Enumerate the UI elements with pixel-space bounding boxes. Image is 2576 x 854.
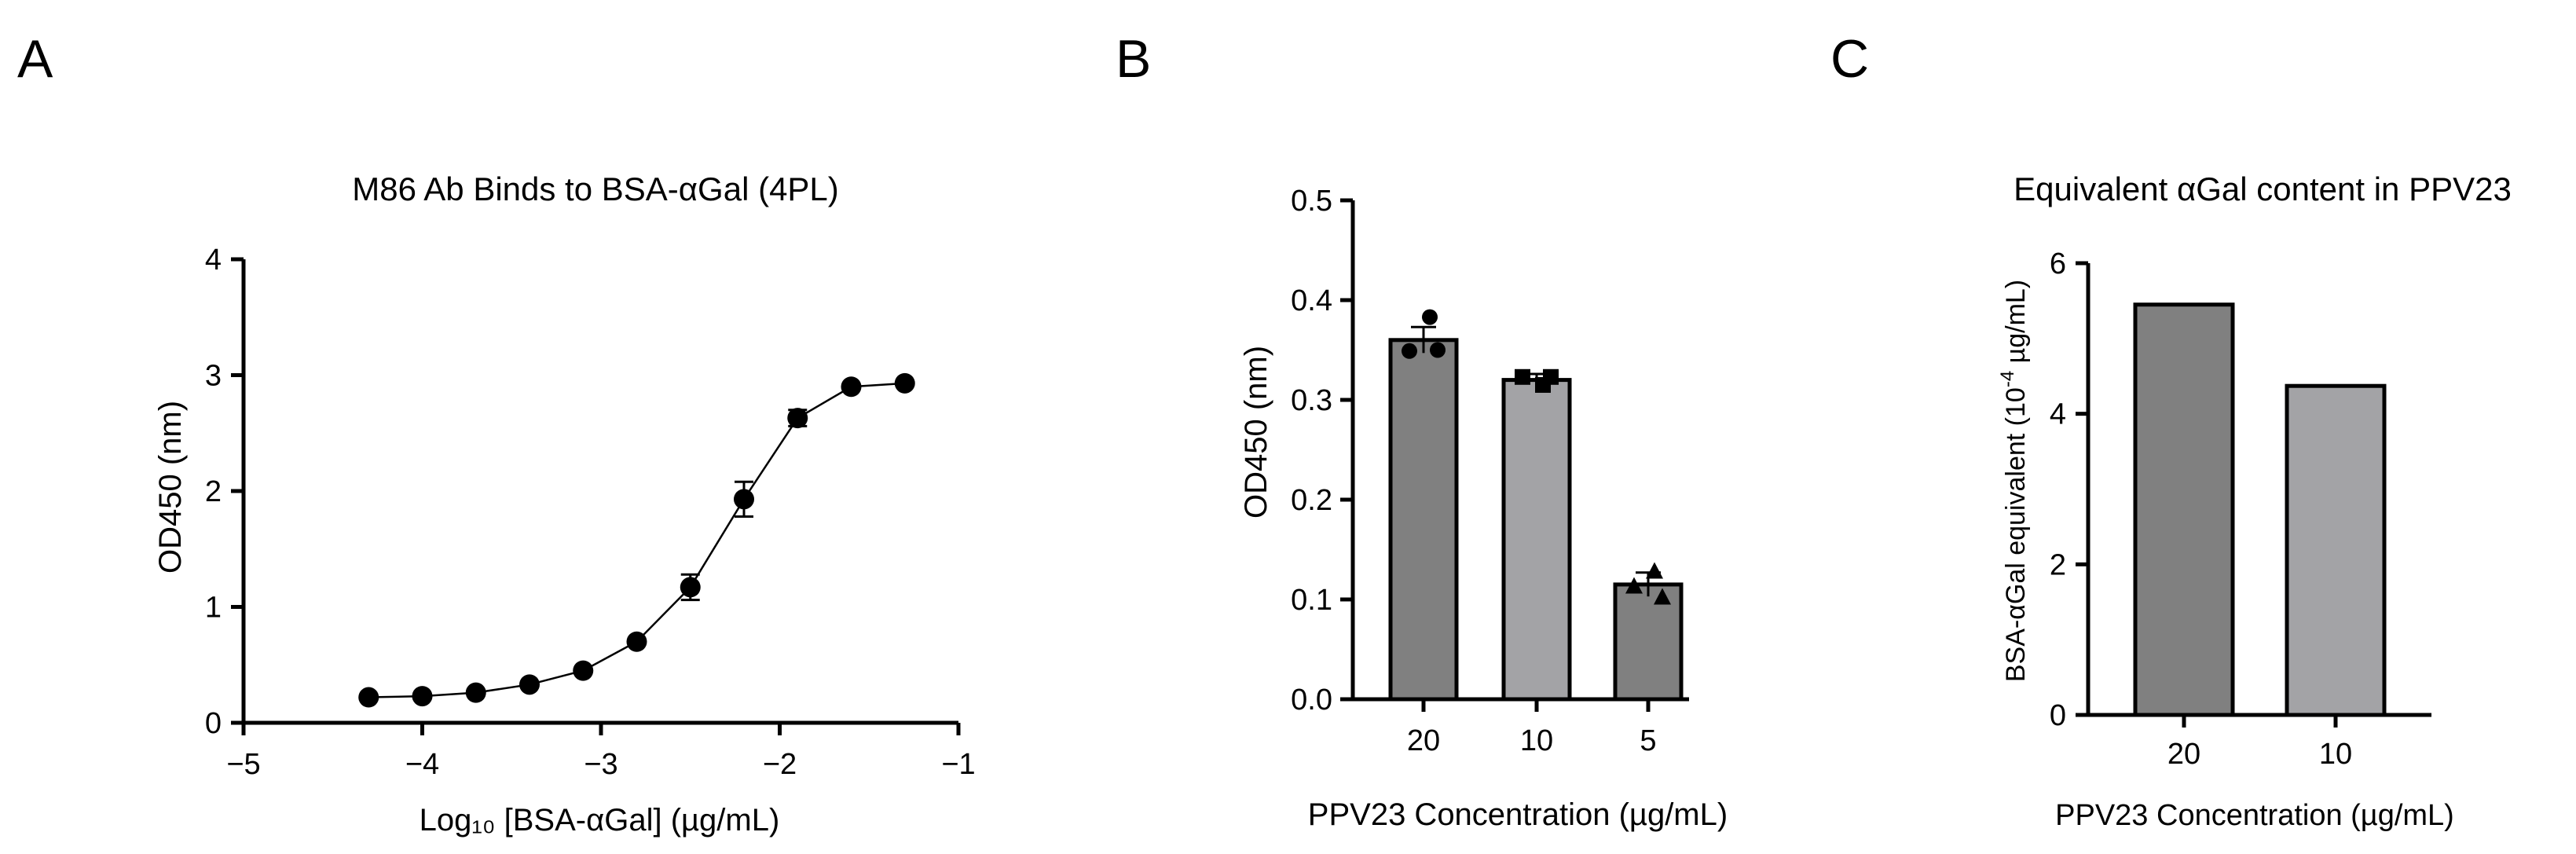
chart-a-x-label: Log₁₀ [BSA-αGal] (µg/mL) xyxy=(420,803,780,838)
chart-b-point-circle xyxy=(1422,309,1438,325)
chart-a-data-point xyxy=(894,372,915,394)
chart-a-data-point xyxy=(841,376,862,398)
panel-letter-c: C xyxy=(1830,29,1869,89)
chart-b-y-tick-label: 0.4 xyxy=(1291,284,1332,317)
chart-c-bar xyxy=(2285,383,2387,717)
chart-b-x-label: PPV23 Concentration (µg/mL) xyxy=(1308,797,1728,832)
chart-a-y-tick-label: 0 xyxy=(205,707,222,740)
chart-a-data-point xyxy=(787,408,808,429)
chart-a-data-point xyxy=(680,577,701,598)
chart-b-point-triangle xyxy=(1646,562,1663,579)
chart-b-y-tick-label: 0.0 xyxy=(1291,684,1332,717)
chart-b-point-circle xyxy=(1430,342,1446,358)
chart-b-bar xyxy=(1388,338,1459,702)
chart-c-x-label: PPV23 Concentration (µg/mL) xyxy=(2055,799,2454,832)
chart-a-data-point xyxy=(358,687,379,708)
chart-a-y-tick-label: 4 xyxy=(205,244,222,277)
chart-c-y-tick-label: 0 xyxy=(2050,699,2066,732)
panel-letter-a: A xyxy=(17,29,53,89)
chart-a-x-tick-label: −5 xyxy=(226,748,260,781)
chart-b-y-tick-label: 0.1 xyxy=(1291,584,1332,617)
chart-b-bar xyxy=(1613,582,1684,702)
chart-b-y-tick-label: 0.3 xyxy=(1291,384,1332,417)
chart-a-data-point xyxy=(573,660,594,681)
panel-c-bar-chart: Equivalent αGal content in PPV23 BSA-αGa… xyxy=(1997,170,2512,832)
chart-b-y-tick-label: 0.2 xyxy=(1291,484,1332,517)
chart-c-x-tick-label: 20 xyxy=(2167,738,2200,771)
chart-a-x-tick-label: −1 xyxy=(941,748,975,781)
chart-a-y-tick-label: 3 xyxy=(205,360,222,393)
chart-a-data-point xyxy=(734,489,754,510)
chart-b-point-square xyxy=(1543,368,1559,385)
chart-c-y-tick-label: 4 xyxy=(2050,398,2066,431)
panel-a-scatter-chart: M86 Ab Binds to BSA-αGal (4PL) OD450 (nm… xyxy=(153,170,976,838)
chart-c-y-tick-label: 2 xyxy=(2050,548,2066,581)
chart-a-data-point xyxy=(519,674,540,695)
chart-c-y-tick-label: 6 xyxy=(2050,247,2066,280)
chart-a-data-point xyxy=(626,631,647,652)
chart-c-bar xyxy=(2133,302,2235,717)
chart-a-data-point xyxy=(412,686,433,707)
chart-b-x-tick-label: 20 xyxy=(1407,724,1440,757)
chart-c-y-label: BSA-αGal equivalent (10-4 µg/mL) xyxy=(1997,280,2031,682)
chart-a-x-tick-label: −3 xyxy=(584,748,617,781)
chart-a-x-tick-label: −4 xyxy=(405,748,439,781)
chart-b-y-label: OD450 (nm) xyxy=(1239,346,1273,519)
panel-letter-b: B xyxy=(1116,29,1151,89)
chart-b-point-circle xyxy=(1402,343,1417,359)
panel-b-bar-chart: OD450 (nm) PPV23 Concentration (µg/mL) 0… xyxy=(1239,185,1728,832)
chart-a-data-point xyxy=(465,682,486,703)
chart-b-point-square xyxy=(1515,368,1530,385)
chart-b-point-triangle xyxy=(1654,588,1671,605)
chart-a-y-tick-label: 2 xyxy=(205,475,222,508)
chart-a-title: M86 Ab Binds to BSA-αGal (4PL) xyxy=(352,170,839,207)
chart-b-point-triangle xyxy=(1625,577,1643,594)
chart-a-y-label: OD450 (nm) xyxy=(153,401,188,574)
chart-a-x-tick-label: −2 xyxy=(763,748,797,781)
chart-c-title: Equivalent αGal content in PPV23 xyxy=(2014,170,2512,207)
chart-a-y-tick-label: 1 xyxy=(205,592,222,625)
chart-b-y-tick-label: 0.5 xyxy=(1291,185,1332,218)
chart-b-x-tick-label: 10 xyxy=(1520,724,1553,757)
chart-b-x-tick-label: 5 xyxy=(1640,724,1656,757)
chart-c-x-tick-label: 10 xyxy=(2319,738,2352,771)
chart-b-bar xyxy=(1501,378,1572,702)
